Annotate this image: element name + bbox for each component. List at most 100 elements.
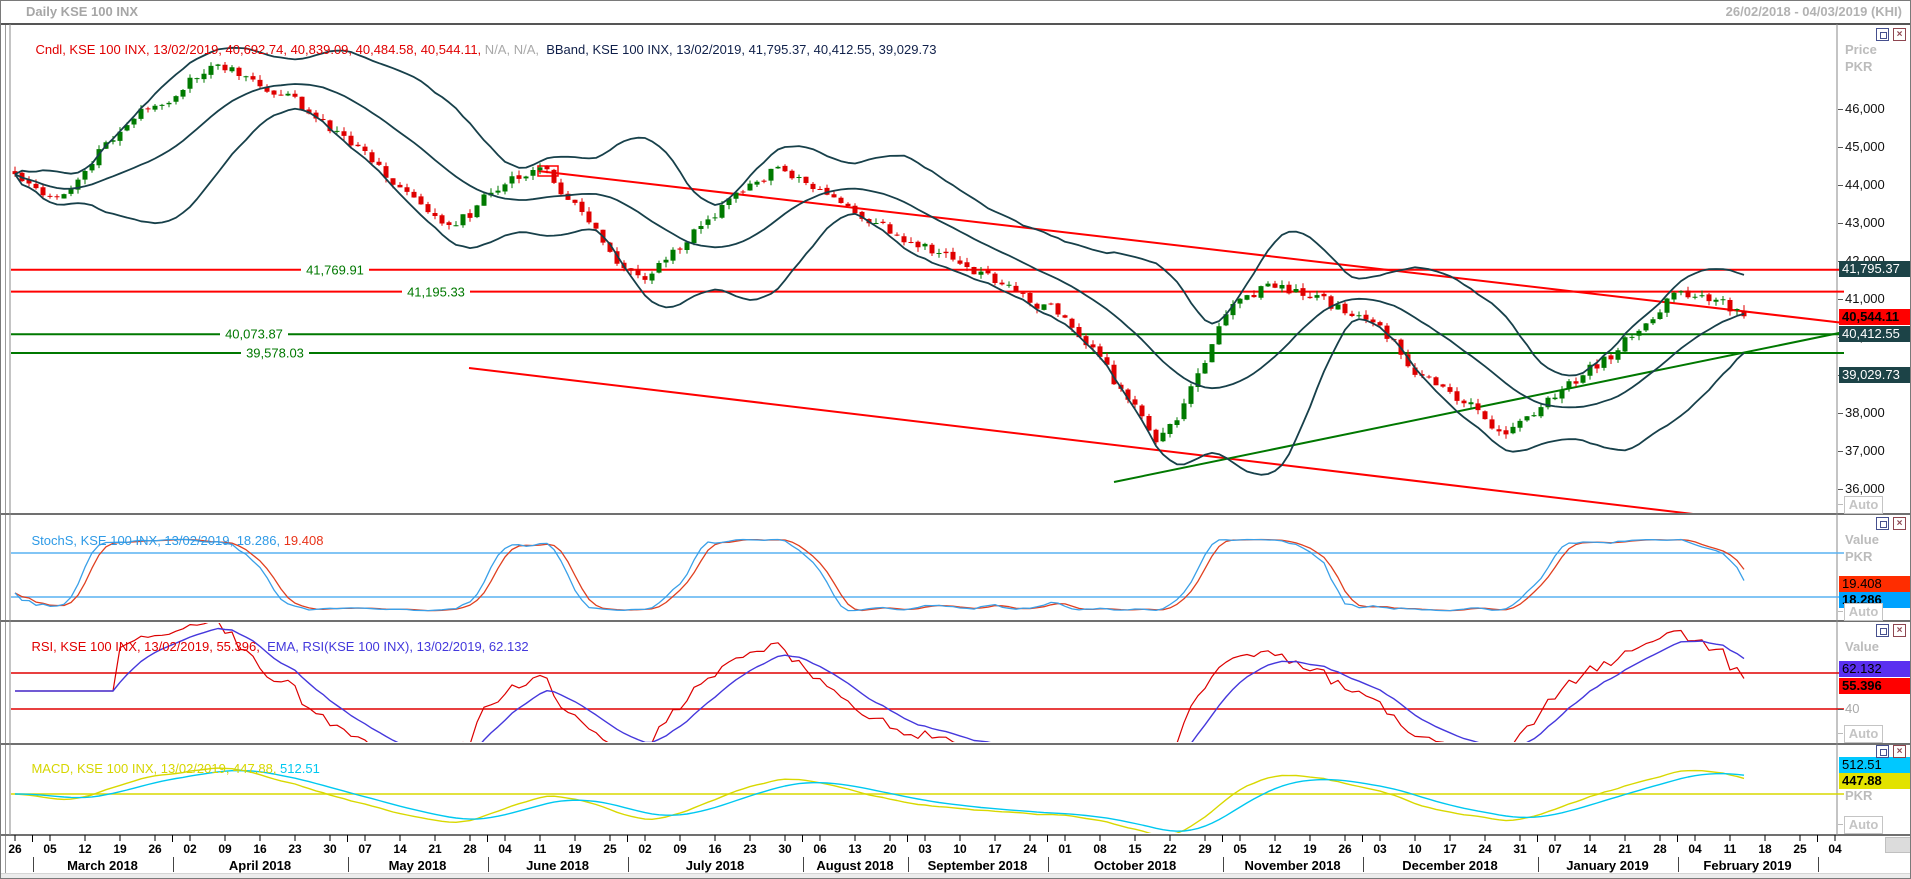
week-tick-label: 10 bbox=[953, 842, 967, 856]
hline-value-label: 41,195.33 bbox=[403, 284, 469, 300]
restore-icon[interactable] bbox=[1876, 745, 1889, 758]
rsi-panel[interactable] bbox=[11, 621, 1844, 775]
restore-icon[interactable] bbox=[1876, 28, 1889, 41]
stoch-panel-window-controls: × bbox=[1876, 517, 1906, 530]
macd-value-badge: 447.88 bbox=[1839, 773, 1910, 789]
week-tick-label: 17 bbox=[1443, 842, 1457, 856]
price-tick-label: 44,000 bbox=[1838, 177, 1885, 192]
month-label: October 2018 bbox=[1093, 858, 1177, 873]
week-tick-label: 09 bbox=[673, 842, 687, 856]
week-tick-label: 12 bbox=[1268, 842, 1282, 856]
rsi-ema-badge: 62.132 bbox=[1839, 661, 1910, 677]
stoch-k-legend: StochS, KSE 100 INX, 13/02/2019, 18.286, bbox=[31, 533, 281, 548]
price-scale-auto-button[interactable]: Auto bbox=[1838, 496, 1883, 514]
close-icon[interactable]: × bbox=[1893, 624, 1906, 637]
week-tick-label: 26 bbox=[8, 842, 22, 856]
week-tick-label: 03 bbox=[918, 842, 932, 856]
chart-date-range: 26/02/2018 - 04/03/2019 (KHI) bbox=[1725, 4, 1902, 19]
price-panel[interactable] bbox=[11, 46, 1845, 514]
stoch-d-badge: 19.408 bbox=[1839, 576, 1910, 592]
macd-panel-legend[interactable]: MACD, KSE 100 INX, 13/02/2019, 447.88, 5… bbox=[17, 746, 320, 791]
macd-scale-auto-button[interactable]: Auto bbox=[1838, 816, 1883, 834]
week-tick-label: 01 bbox=[1058, 842, 1072, 856]
week-tick-label: 21 bbox=[428, 842, 442, 856]
restore-icon[interactable] bbox=[1876, 517, 1889, 530]
month-label: August 2018 bbox=[816, 858, 894, 873]
week-tick-label: 15 bbox=[1128, 842, 1142, 856]
rsi-scale-auto-button[interactable]: Auto bbox=[1838, 725, 1883, 743]
week-tick-label: 19 bbox=[113, 842, 127, 856]
macd-panel-window-controls: × bbox=[1876, 745, 1906, 758]
month-label: February 2019 bbox=[1703, 858, 1792, 873]
restore-icon[interactable] bbox=[1876, 624, 1889, 637]
week-tick-label: 07 bbox=[1548, 842, 1562, 856]
bband-upper-badge: 41,795.37 bbox=[1839, 261, 1910, 277]
week-tick-label: 06 bbox=[813, 842, 827, 856]
stoch-panel-legend[interactable]: StochS, KSE 100 INX, 13/02/2019, 18.286,… bbox=[17, 518, 323, 563]
week-tick-label: 30 bbox=[778, 842, 792, 856]
close-icon[interactable]: × bbox=[1893, 28, 1906, 41]
week-tick-label: 04 bbox=[1828, 842, 1842, 856]
price-panel-legend[interactable]: Cndl, KSE 100 INX, 13/02/2019, 40,692.74… bbox=[21, 27, 936, 72]
bollinger-bands bbox=[14, 46, 1745, 476]
price-scale-unit: PKR bbox=[1845, 59, 1873, 74]
rsi-scale-title: Value bbox=[1845, 639, 1879, 654]
month-label: May 2018 bbox=[388, 858, 447, 873]
macd-panel[interactable] bbox=[11, 767, 1844, 835]
macd-scale-unit: PKR bbox=[1845, 788, 1873, 803]
close-icon[interactable]: × bbox=[1893, 517, 1906, 530]
rsi-ema-legend: EMA, RSI(KSE 100 INX), 13/02/2019, 62.13… bbox=[259, 639, 529, 654]
bband-middle-badge: 40,412.55 bbox=[1839, 326, 1910, 342]
week-tick-label: 10 bbox=[1408, 842, 1422, 856]
month-separator bbox=[907, 857, 909, 872]
week-tick-label: 18 bbox=[1758, 842, 1772, 856]
week-tick-label: 11 bbox=[533, 842, 547, 856]
close-icon[interactable]: × bbox=[1893, 745, 1906, 758]
stochastic-panel[interactable] bbox=[11, 538, 1844, 612]
week-tick-label: 29 bbox=[1198, 842, 1212, 856]
week-tick-label: 23 bbox=[743, 842, 757, 856]
stoch-scale-auto-button[interactable]: Auto bbox=[1838, 603, 1883, 621]
candlesticks bbox=[12, 62, 1747, 446]
week-tick-label: 14 bbox=[1583, 842, 1597, 856]
price-tick-label: 36,000 bbox=[1838, 481, 1885, 496]
macd-legend: MACD, KSE 100 INX, 13/02/2019, 447.88, bbox=[31, 761, 277, 776]
month-label: March 2018 bbox=[67, 858, 138, 873]
month-separator bbox=[32, 857, 34, 872]
week-tick-label: 02 bbox=[638, 842, 652, 856]
candle-legend-na: N/A, N/A, bbox=[481, 42, 539, 57]
price-tick-label: 43,000 bbox=[1838, 215, 1885, 230]
week-tick-label: 13 bbox=[848, 842, 862, 856]
price-tick-label: 45,000 bbox=[1838, 139, 1885, 154]
month-separator bbox=[487, 857, 489, 872]
month-separator bbox=[627, 857, 629, 872]
rsi-panel-legend[interactable]: RSI, KSE 100 INX, 13/02/2019, 55.396, EM… bbox=[17, 624, 529, 669]
week-tick-label: 24 bbox=[1478, 842, 1492, 856]
bband-lower-badge: 39,029.73 bbox=[1839, 367, 1910, 383]
week-tick-label: 23 bbox=[288, 842, 302, 856]
horizontal-scrollbar[interactable] bbox=[1, 873, 1910, 878]
month-label: June 2018 bbox=[526, 858, 589, 873]
window-left-border bbox=[5, 1, 6, 878]
week-tick-label: 16 bbox=[253, 842, 267, 856]
chart-title-bar[interactable]: Daily KSE 100 INX 26/02/2018 - 04/03/201… bbox=[1, 1, 1910, 25]
week-tick-label: 05 bbox=[1233, 842, 1247, 856]
month-separator bbox=[802, 857, 804, 872]
rsi-panel-window-controls: × bbox=[1876, 624, 1906, 637]
week-tick-label: 11 bbox=[1723, 842, 1737, 856]
week-tick-label: 21 bbox=[1618, 842, 1632, 856]
week-tick-label: 05 bbox=[43, 842, 57, 856]
hline-value-label: 39,578.03 bbox=[242, 345, 308, 361]
month-separator bbox=[1222, 857, 1224, 872]
price-tick-label: 37,000 bbox=[1838, 443, 1885, 458]
month-label: July 2018 bbox=[685, 858, 745, 873]
last-price-badge: 40,544.11 bbox=[1839, 309, 1910, 325]
time-axis bbox=[14, 835, 1836, 842]
month-separator bbox=[1047, 857, 1049, 872]
macd-signal-legend: 512.51 bbox=[276, 761, 320, 776]
price-panel-window-controls: × bbox=[1876, 28, 1906, 41]
week-tick-label: 03 bbox=[1373, 842, 1387, 856]
month-label: April 2018 bbox=[228, 858, 292, 873]
